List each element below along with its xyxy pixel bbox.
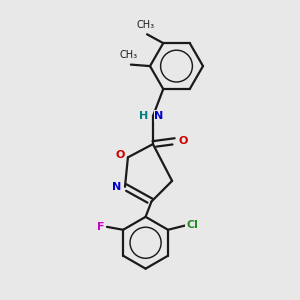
Text: O: O [116,150,125,160]
Text: H: H [139,111,148,121]
Text: N: N [112,182,122,192]
Text: Cl: Cl [186,220,198,230]
Text: O: O [178,136,188,146]
Text: N: N [154,111,164,121]
Text: CH₃: CH₃ [136,20,154,30]
Text: F: F [97,222,104,232]
Text: CH₃: CH₃ [119,50,138,61]
